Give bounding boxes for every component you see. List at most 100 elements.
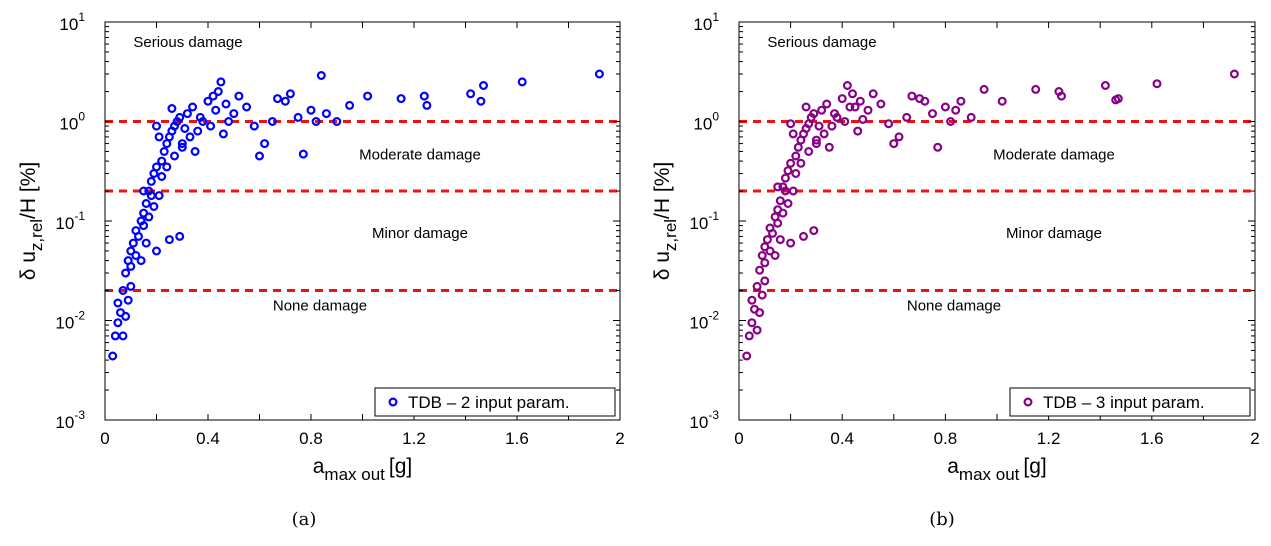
data-point xyxy=(285,89,295,99)
data-point xyxy=(190,147,200,157)
data-point xyxy=(809,226,819,236)
data-point xyxy=(762,235,772,245)
data-point xyxy=(933,142,943,152)
data-point xyxy=(798,231,808,241)
data-point xyxy=(1229,69,1239,79)
data-point xyxy=(422,100,432,110)
data-point xyxy=(752,325,762,335)
data-point xyxy=(229,109,239,119)
data-point xyxy=(216,77,226,87)
data-point xyxy=(363,91,373,101)
data-point xyxy=(1031,84,1041,94)
data-point xyxy=(134,231,144,241)
data-point xyxy=(306,105,316,115)
data-point xyxy=(131,251,141,261)
data-point xyxy=(894,132,904,142)
data-point xyxy=(113,318,123,328)
data-point xyxy=(316,70,326,80)
data-point xyxy=(876,99,886,109)
data-point xyxy=(822,99,832,109)
y-axis-label: δ uz,rel/H [%] xyxy=(17,162,46,281)
data-point xyxy=(1111,95,1121,105)
data-point xyxy=(1100,80,1110,90)
data-point xyxy=(218,129,228,139)
data-point xyxy=(162,162,172,172)
data-point xyxy=(419,91,429,101)
data-point xyxy=(744,331,754,341)
data-point xyxy=(345,100,355,110)
data-point xyxy=(180,123,190,133)
data-point xyxy=(1152,79,1162,89)
data-point xyxy=(213,86,223,96)
data-point xyxy=(780,173,790,183)
data-point xyxy=(175,112,185,122)
data-point xyxy=(195,112,205,122)
y-tick-label: 10-3 xyxy=(689,408,719,432)
data-point xyxy=(755,308,765,318)
chart-panel-a: Serious damage Moderate damage Minor damag… xyxy=(17,10,625,530)
data-point xyxy=(332,116,342,126)
data-point xyxy=(755,265,765,275)
data-point xyxy=(175,231,185,241)
data-point xyxy=(224,116,234,126)
data-point xyxy=(152,246,162,256)
y-tick-label: 100 xyxy=(59,110,85,134)
data-point xyxy=(126,246,136,256)
data-point xyxy=(1056,91,1066,101)
data-point xyxy=(517,77,527,87)
y-tick-label: 10-3 xyxy=(55,408,85,432)
data-point xyxy=(842,80,852,90)
y-axis-label: δ uz,rel/H [%] xyxy=(651,162,680,281)
data-point xyxy=(775,235,785,245)
data-point xyxy=(298,149,308,159)
zone-label: Moderate damage xyxy=(359,147,481,164)
data-point xyxy=(249,121,259,131)
data-point xyxy=(118,286,128,296)
data-point xyxy=(188,102,198,112)
data-point xyxy=(786,238,796,248)
data-point xyxy=(786,119,796,129)
data-point xyxy=(280,96,290,106)
data-point xyxy=(927,109,937,119)
data-point xyxy=(267,116,277,126)
data-point xyxy=(139,186,149,196)
data-point xyxy=(966,112,976,122)
data-point xyxy=(479,80,489,90)
zone-label: None damage xyxy=(907,298,1001,315)
x-tick-label: 0.4 xyxy=(196,429,220,448)
data-point xyxy=(940,102,950,112)
y-tick-label: 10-1 xyxy=(689,209,719,233)
plot-area xyxy=(739,22,1255,420)
data-point xyxy=(855,96,865,106)
data-point xyxy=(157,156,167,166)
x-tick-label: 1.2 xyxy=(1037,429,1061,448)
zone-label: Serious damage xyxy=(133,34,242,51)
data-point xyxy=(146,191,156,201)
x-tick-label: 2 xyxy=(615,429,624,448)
data-point xyxy=(139,221,149,231)
data-point xyxy=(108,351,118,361)
data-point xyxy=(997,96,1007,106)
data-point xyxy=(804,147,814,157)
data-point xyxy=(819,129,829,139)
data-point xyxy=(476,96,486,106)
legend-marker xyxy=(388,397,398,407)
plot-area xyxy=(105,22,620,420)
data-point xyxy=(321,109,331,119)
data-point xyxy=(144,212,154,222)
data-point xyxy=(260,139,270,149)
y-tick-label: 101 xyxy=(693,10,719,34)
data-point xyxy=(780,186,790,196)
chart-panel-b: Serious damage Moderate damage Minor damag… xyxy=(651,10,1260,530)
data-point xyxy=(783,166,793,176)
data-point xyxy=(747,295,757,305)
x-axis-label: amax out [g] xyxy=(313,455,413,484)
data-point xyxy=(742,351,752,361)
data-point xyxy=(778,208,788,218)
panel-caption: (a) xyxy=(292,509,317,530)
data-point xyxy=(221,99,231,109)
data-point xyxy=(396,94,406,104)
data-point xyxy=(760,276,770,286)
x-tick-label: 0 xyxy=(734,429,743,448)
x-tick-label: 2 xyxy=(1250,429,1259,448)
